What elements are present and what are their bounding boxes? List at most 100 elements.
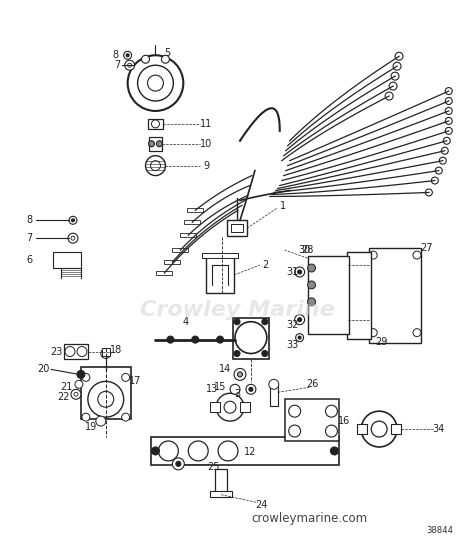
Circle shape <box>69 216 77 224</box>
Circle shape <box>269 380 279 389</box>
Circle shape <box>152 120 159 128</box>
Circle shape <box>142 55 149 63</box>
Circle shape <box>65 346 75 357</box>
Circle shape <box>439 157 446 164</box>
Text: 25: 25 <box>207 462 219 472</box>
Text: 18: 18 <box>109 345 122 355</box>
Circle shape <box>435 167 442 174</box>
Circle shape <box>431 177 438 184</box>
Text: 23: 23 <box>50 346 62 357</box>
Circle shape <box>326 405 337 417</box>
Circle shape <box>234 319 240 325</box>
Circle shape <box>369 329 377 337</box>
Circle shape <box>413 329 421 337</box>
Text: 7: 7 <box>115 60 121 70</box>
Circle shape <box>289 425 301 437</box>
Text: 19: 19 <box>85 422 97 432</box>
Text: 32: 32 <box>286 320 299 330</box>
Circle shape <box>443 137 450 144</box>
Circle shape <box>371 421 387 437</box>
Circle shape <box>441 147 448 154</box>
Circle shape <box>124 51 132 59</box>
Circle shape <box>425 189 432 196</box>
Circle shape <box>148 141 155 147</box>
Bar <box>347 252 371 339</box>
Circle shape <box>88 381 124 417</box>
Text: 5: 5 <box>164 48 171 58</box>
Circle shape <box>445 108 452 115</box>
Circle shape <box>152 447 159 455</box>
Circle shape <box>162 55 169 63</box>
Bar <box>156 271 173 275</box>
Circle shape <box>326 425 337 437</box>
Circle shape <box>82 413 90 421</box>
Text: 33: 33 <box>287 339 299 350</box>
Circle shape <box>246 384 256 394</box>
Circle shape <box>235 321 267 353</box>
Circle shape <box>156 141 163 147</box>
Circle shape <box>68 233 78 243</box>
Circle shape <box>262 351 268 357</box>
Circle shape <box>445 128 452 134</box>
Circle shape <box>126 54 129 57</box>
Bar <box>148 137 163 151</box>
Text: 14: 14 <box>219 364 231 375</box>
Text: 8: 8 <box>26 216 32 225</box>
Text: 20: 20 <box>37 364 49 375</box>
Circle shape <box>262 319 268 325</box>
Bar <box>151 437 339 465</box>
Circle shape <box>74 392 78 396</box>
Bar <box>102 348 110 356</box>
Circle shape <box>298 336 301 339</box>
Bar <box>64 344 88 359</box>
Circle shape <box>216 393 244 421</box>
Circle shape <box>308 264 316 272</box>
Circle shape <box>445 87 452 94</box>
Text: 28: 28 <box>301 245 314 255</box>
Circle shape <box>295 267 305 277</box>
Text: 29: 29 <box>375 337 387 346</box>
Circle shape <box>413 251 421 259</box>
Circle shape <box>146 156 165 175</box>
Bar <box>180 233 196 237</box>
Text: 34: 34 <box>433 424 445 434</box>
Circle shape <box>137 65 173 101</box>
Bar <box>233 318 269 359</box>
Circle shape <box>77 346 87 357</box>
Text: 12: 12 <box>244 447 256 457</box>
Text: 31: 31 <box>287 267 299 277</box>
Bar <box>357 424 367 434</box>
Text: 15: 15 <box>214 382 226 392</box>
Text: 30: 30 <box>299 245 311 255</box>
Text: 24: 24 <box>255 500 268 510</box>
Circle shape <box>224 401 236 413</box>
Circle shape <box>188 441 208 461</box>
Bar <box>164 260 180 264</box>
Bar <box>240 402 250 412</box>
Circle shape <box>445 117 452 124</box>
Bar <box>391 424 401 434</box>
Circle shape <box>237 372 243 377</box>
Text: 13: 13 <box>206 384 218 394</box>
Circle shape <box>167 336 174 343</box>
Bar <box>285 399 339 441</box>
Text: 4: 4 <box>182 317 188 327</box>
Bar <box>206 255 234 293</box>
Circle shape <box>445 98 452 104</box>
Circle shape <box>147 75 164 91</box>
Circle shape <box>125 60 135 70</box>
Bar <box>202 253 238 258</box>
Text: 17: 17 <box>129 376 142 387</box>
Circle shape <box>308 281 316 289</box>
Circle shape <box>82 374 90 381</box>
Circle shape <box>96 416 106 426</box>
Circle shape <box>151 161 161 171</box>
Circle shape <box>249 387 253 392</box>
Circle shape <box>122 413 129 421</box>
Circle shape <box>71 389 81 399</box>
Text: 3: 3 <box>234 389 240 399</box>
Bar <box>210 491 232 497</box>
Circle shape <box>176 462 181 466</box>
Text: 21: 21 <box>60 382 72 392</box>
Circle shape <box>395 52 403 60</box>
